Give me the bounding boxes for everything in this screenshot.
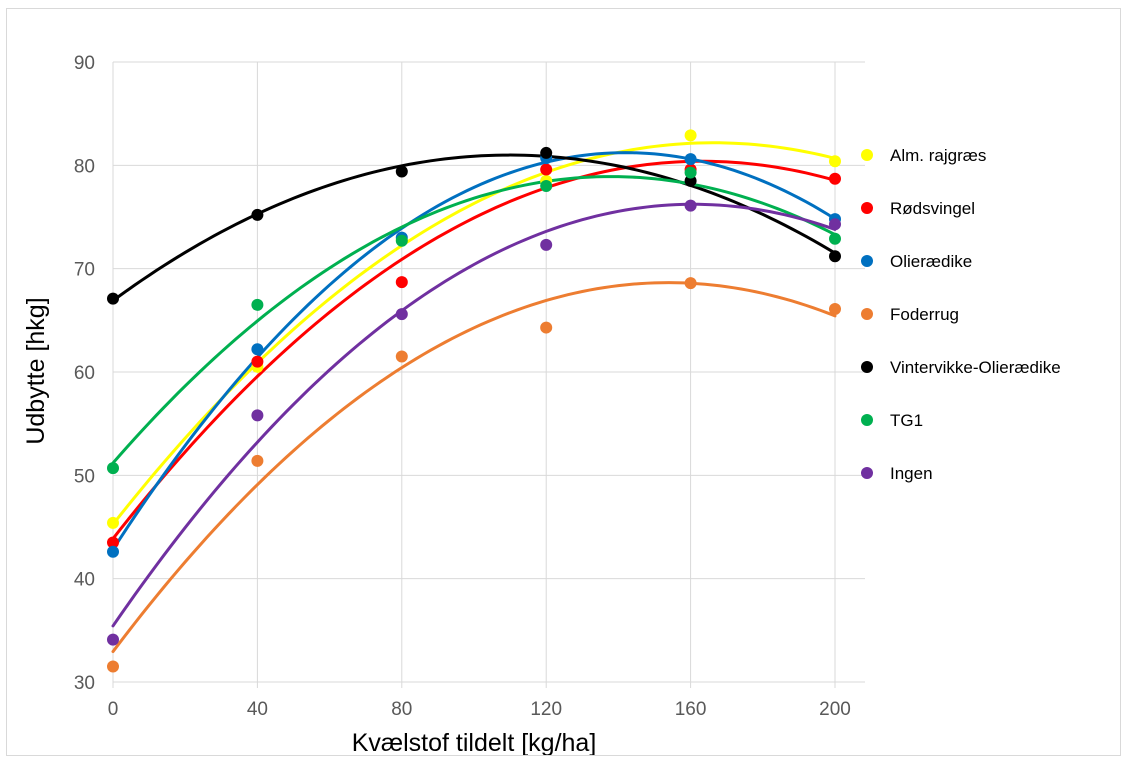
trendline-6 bbox=[111, 202, 837, 628]
y-tick-label: 60 bbox=[74, 363, 95, 384]
data-point bbox=[107, 660, 119, 673]
tick-labels: 30 40 50 60 70 80 90 0 40 80 120 160 200 bbox=[74, 53, 851, 720]
trendline-2 bbox=[111, 151, 837, 551]
data-point bbox=[684, 166, 697, 179]
legend-label: Olierædike bbox=[890, 252, 972, 271]
legend-marker bbox=[861, 467, 873, 479]
legend-label: Foderrug bbox=[890, 305, 959, 324]
data-point bbox=[540, 163, 553, 176]
data-point bbox=[540, 238, 553, 251]
data-point bbox=[829, 250, 841, 263]
legend-label: TG1 bbox=[890, 411, 923, 430]
trendline-4 bbox=[111, 153, 837, 303]
y-tick-label: 80 bbox=[74, 156, 95, 177]
x-tick-label: 40 bbox=[247, 699, 268, 720]
legend-marker bbox=[861, 255, 873, 267]
data-point bbox=[251, 343, 264, 356]
data-point bbox=[684, 174, 697, 187]
data-point bbox=[829, 155, 841, 168]
x-axis-title: Kvælstof tildelt [kg/ha] bbox=[352, 729, 597, 755]
data-point bbox=[395, 276, 408, 289]
legend-marker bbox=[861, 202, 873, 214]
legend-label: Ingen bbox=[890, 464, 933, 483]
y-tick-label: 70 bbox=[74, 260, 95, 281]
legend-marker bbox=[861, 308, 873, 320]
data-point bbox=[107, 633, 119, 646]
data-point bbox=[395, 308, 408, 321]
y-tick-label: 40 bbox=[74, 570, 95, 591]
legend-label: Rødsvingel bbox=[890, 199, 975, 218]
legend-marker bbox=[861, 414, 873, 426]
data-point bbox=[829, 218, 841, 231]
data-point bbox=[107, 536, 119, 549]
data-point bbox=[395, 234, 408, 247]
data-point bbox=[684, 277, 697, 290]
x-tick-label: 120 bbox=[530, 699, 562, 720]
data-point bbox=[107, 516, 119, 529]
data-point bbox=[684, 199, 697, 212]
data-point bbox=[829, 302, 841, 315]
data-point bbox=[107, 545, 119, 558]
data-point bbox=[251, 454, 264, 467]
trendline-5 bbox=[111, 175, 837, 465]
legend-label: Vintervikke-Olierædike bbox=[890, 358, 1061, 377]
legend-marker bbox=[861, 361, 873, 373]
y-tick-label: 90 bbox=[74, 53, 95, 74]
y-tick-label: 50 bbox=[74, 466, 95, 487]
data-point bbox=[829, 172, 841, 185]
chart: 30 40 50 60 70 80 90 0 40 80 120 160 200 Alm. rajgræ… bbox=[22, 53, 1061, 755]
x-tick-label: 160 bbox=[675, 699, 707, 720]
data-point bbox=[540, 180, 553, 192]
data-point bbox=[251, 409, 264, 422]
data-point bbox=[251, 208, 264, 221]
trendline-1 bbox=[111, 159, 837, 541]
data-point bbox=[107, 462, 119, 475]
legend-marker bbox=[861, 149, 873, 161]
trendlines bbox=[111, 141, 837, 654]
x-tick-label: 0 bbox=[108, 699, 119, 720]
legend-label: Alm. rajgræs bbox=[890, 146, 986, 165]
chart-frame: 30 40 50 60 70 80 90 0 40 80 120 160 200 Alm. rajgræ… bbox=[6, 8, 1121, 756]
data-point bbox=[829, 232, 841, 245]
data-point bbox=[540, 321, 553, 334]
data-point bbox=[540, 146, 553, 159]
legend: Alm. rajgræs Rødsvingel Olierædike Foderrug… bbox=[861, 146, 1061, 483]
data-points bbox=[107, 129, 841, 673]
x-tick-label: 80 bbox=[391, 699, 412, 720]
data-point bbox=[107, 292, 119, 305]
data-point bbox=[251, 355, 264, 368]
y-tick-label: 30 bbox=[74, 673, 95, 694]
data-point bbox=[684, 129, 697, 142]
data-point bbox=[684, 153, 697, 166]
data-point bbox=[251, 298, 264, 311]
data-point bbox=[395, 350, 408, 363]
x-tick-label: 200 bbox=[819, 699, 851, 720]
data-point bbox=[395, 165, 408, 178]
y-axis-title: Udbytte [hkg] bbox=[22, 297, 50, 444]
trendline-3 bbox=[111, 281, 837, 654]
